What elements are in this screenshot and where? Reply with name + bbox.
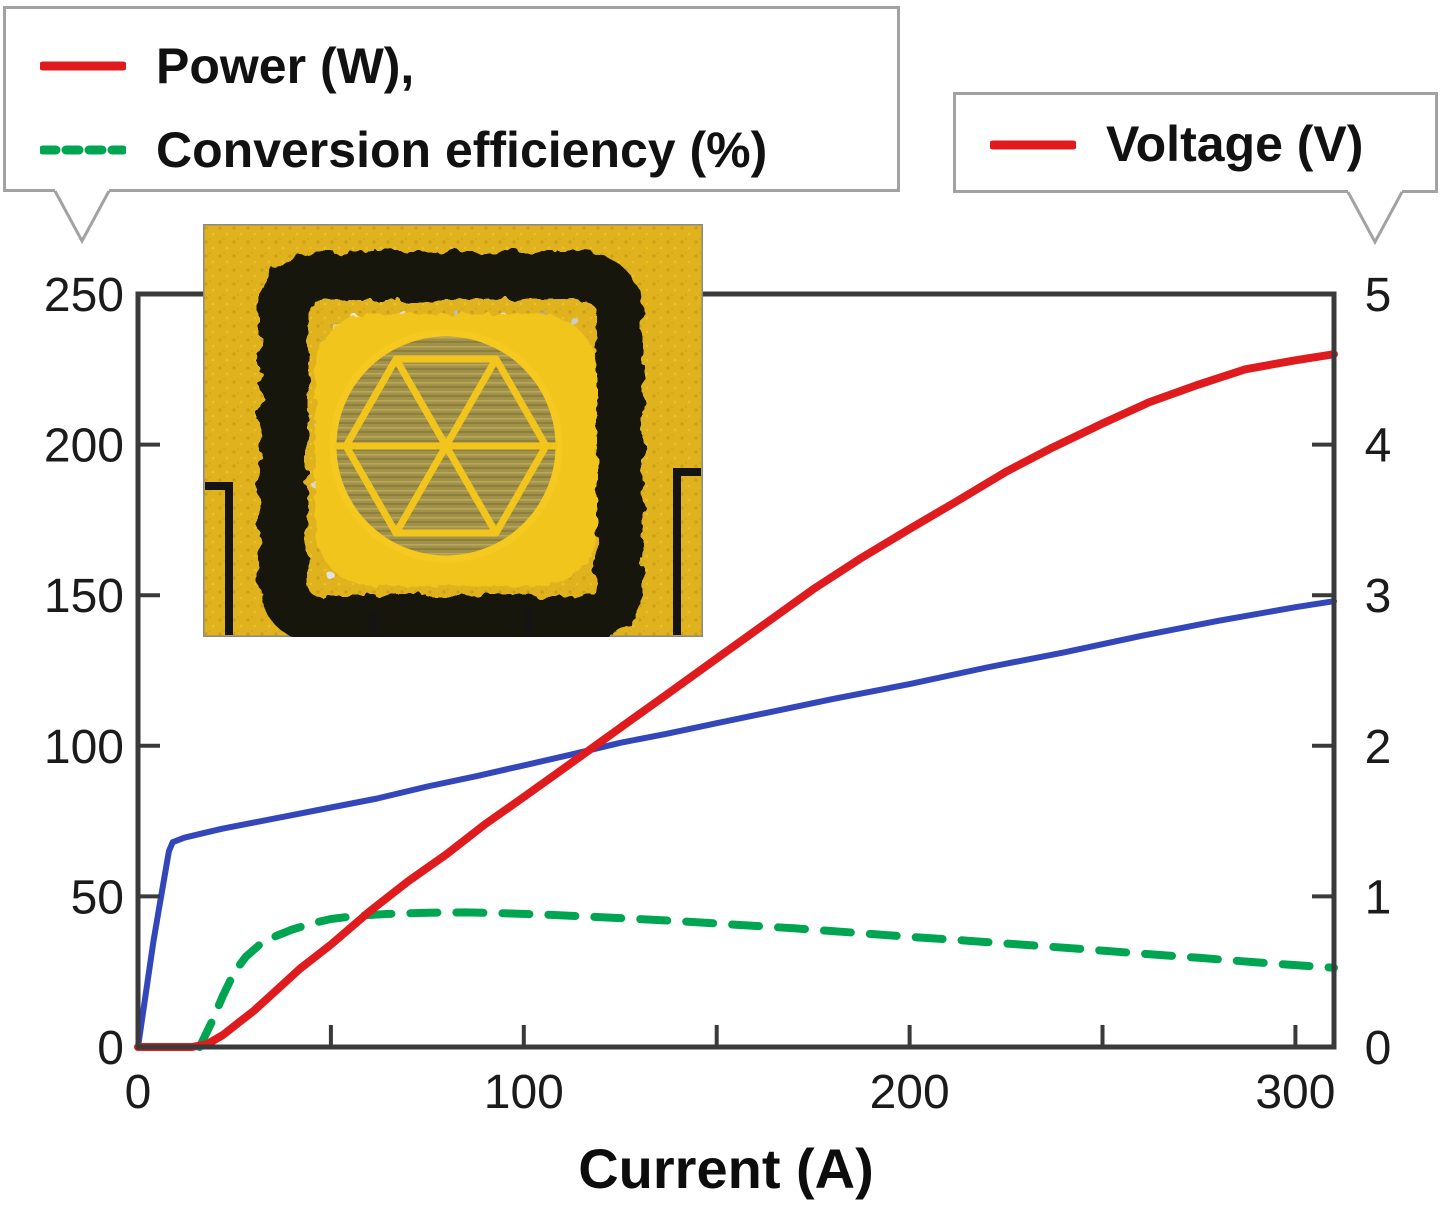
y-right-tick-label: 3 [1365,570,1392,623]
legend-power-efficiency: Power (W), Conversion efficiency (%) [3,6,900,192]
x-tick-label: 100 [484,1066,564,1119]
y-left-tick-label: 0 [97,1022,124,1075]
inset-contact-lines [205,468,701,635]
x-axis-title: Current (A) [578,1137,874,1200]
efficiency-line-sample [40,145,126,155]
x-tick-label: 200 [870,1066,950,1119]
y-left-tick-label: 250 [44,269,124,322]
curve-voltage-v [135,598,1337,1050]
y-right-tick-label: 0 [1365,1022,1392,1075]
plot-border [135,291,1337,1050]
inset-dark-ring [259,252,643,637]
curve-power-w [134,350,1338,1051]
legend-label-voltage: Voltage (V) [1106,116,1364,172]
inset-emitter-circle [329,329,563,563]
power-line-sample [40,61,126,71]
y-left-tick-label: 100 [44,721,124,774]
curve-conversion-efficiency [195,908,1338,1051]
y-left-tick-label: 50 [71,871,124,924]
y-left-tick-label: 150 [44,570,124,623]
legend-voltage: Voltage (V) [953,92,1438,193]
legend-left-callout-tail [53,189,111,245]
voltage-line-sample [990,140,1076,150]
y-right-tick-label: 5 [1365,269,1392,322]
x-tick-label: 0 [125,1066,152,1119]
y-right-tick-label: 2 [1365,721,1392,774]
x-tick-label: 300 [1255,1066,1335,1119]
legend-label-power: Power (W), [156,38,415,94]
y-right-tick-label: 1 [1365,871,1392,924]
legend-right-callout-tail [1346,190,1404,246]
y-right-tick-label: 4 [1365,420,1392,473]
legend-label-efficiency: Conversion efficiency (%) [156,122,768,178]
chip-photomicrograph-inset [203,224,703,637]
y-left-tick-label: 200 [44,420,124,473]
